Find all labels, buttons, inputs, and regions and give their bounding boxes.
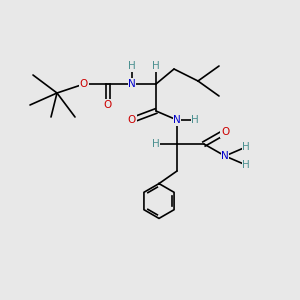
Text: O: O xyxy=(221,127,229,137)
Text: H: H xyxy=(242,160,250,170)
Text: O: O xyxy=(128,115,136,125)
Text: O: O xyxy=(104,100,112,110)
Text: N: N xyxy=(173,115,181,125)
Text: H: H xyxy=(191,115,199,125)
Text: N: N xyxy=(128,79,136,89)
Text: H: H xyxy=(128,61,136,71)
Text: H: H xyxy=(242,142,250,152)
Text: H: H xyxy=(152,139,160,149)
Text: H: H xyxy=(152,61,160,71)
Text: N: N xyxy=(221,151,229,161)
Text: O: O xyxy=(80,79,88,89)
